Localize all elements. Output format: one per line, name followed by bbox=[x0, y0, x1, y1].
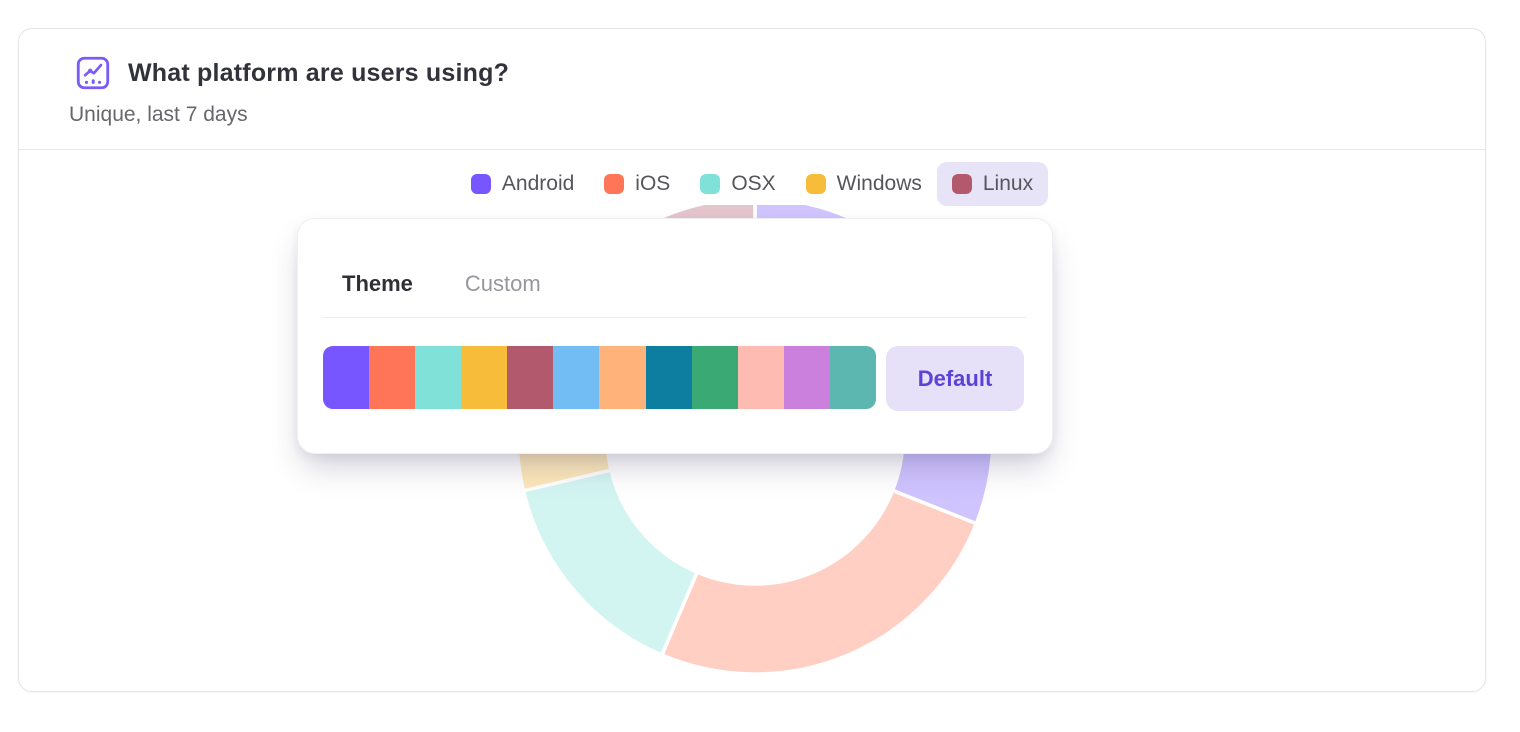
palette-color-9[interactable] bbox=[691, 346, 738, 409]
page-title: What platform are users using? bbox=[128, 58, 510, 87]
popover-tabs: Theme Custom bbox=[298, 219, 1052, 297]
legend-label: Windows bbox=[836, 172, 922, 195]
donut-segment-ios[interactable] bbox=[660, 488, 979, 676]
palette-color-8[interactable] bbox=[645, 346, 692, 409]
report-subtitle: Unique, last 7 days bbox=[69, 103, 248, 126]
donut-segment-osx[interactable] bbox=[521, 468, 699, 657]
legend-item-ios[interactable]: iOS bbox=[589, 162, 685, 206]
header-divider bbox=[19, 149, 1485, 150]
chart-legend: Android iOS OSX Windows Linux bbox=[19, 162, 1485, 206]
legend-swatch-osx bbox=[700, 174, 721, 194]
tab-custom[interactable]: Custom bbox=[464, 271, 541, 296]
legend-item-linux[interactable]: Linux bbox=[936, 162, 1049, 206]
popover-divider bbox=[323, 317, 1027, 318]
theme-color-palette bbox=[323, 346, 876, 409]
palette-row: Default bbox=[323, 346, 1024, 411]
card-header: What platform are users using? Unique, l… bbox=[19, 29, 1485, 127]
legend-label: OSX bbox=[731, 172, 776, 195]
palette-color-4[interactable] bbox=[461, 346, 508, 409]
palette-color-1[interactable] bbox=[323, 346, 370, 409]
legend-item-osx[interactable]: OSX bbox=[685, 162, 790, 206]
legend-swatch-windows bbox=[805, 174, 826, 194]
color-picker-popover: Theme Custom Default bbox=[297, 218, 1053, 454]
legend-label: iOS bbox=[635, 172, 671, 195]
tab-theme[interactable]: Theme bbox=[342, 271, 413, 296]
legend-label: Android bbox=[501, 172, 575, 195]
legend-item-windows[interactable]: Windows bbox=[791, 162, 937, 206]
palette-color-2[interactable] bbox=[369, 346, 416, 409]
legend-swatch-ios bbox=[604, 174, 625, 194]
line-chart-icon bbox=[76, 56, 110, 90]
palette-color-11[interactable] bbox=[783, 346, 830, 409]
legend-swatch-android bbox=[470, 174, 491, 194]
legend-label: Linux bbox=[982, 172, 1034, 195]
palette-color-3[interactable] bbox=[415, 346, 462, 409]
legend-swatch-linux bbox=[951, 174, 972, 194]
palette-color-5[interactable] bbox=[507, 346, 554, 409]
palette-color-10[interactable] bbox=[737, 346, 784, 409]
palette-color-6[interactable] bbox=[553, 346, 600, 409]
palette-color-12[interactable] bbox=[829, 346, 876, 409]
palette-color-7[interactable] bbox=[599, 346, 646, 409]
legend-item-android[interactable]: Android bbox=[456, 162, 589, 206]
default-theme-button[interactable]: Default bbox=[886, 346, 1024, 411]
